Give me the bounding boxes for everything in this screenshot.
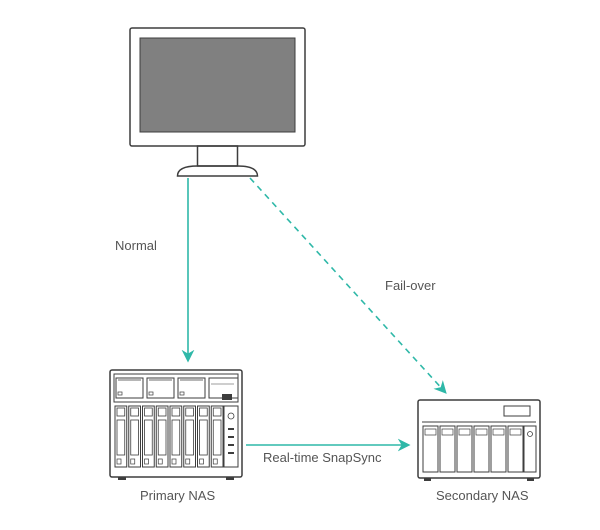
normal-arrow-label: Normal xyxy=(115,238,157,253)
primary-nas-label: Primary NAS xyxy=(140,488,215,503)
secondary-nas-label: Secondary NAS xyxy=(436,488,529,503)
computer-monitor xyxy=(130,28,305,176)
failover-arrow: Fail-over xyxy=(250,178,445,392)
primary-nas: Primary NAS xyxy=(110,370,242,503)
secondary-nas: Secondary NAS xyxy=(418,400,540,503)
snapsync-arrow-label: Real-time SnapSync xyxy=(263,450,382,465)
failover-arrow-label: Fail-over xyxy=(385,278,436,293)
normal-arrow: Normal xyxy=(115,178,188,360)
snapsync-arrow: Real-time SnapSync xyxy=(246,445,408,465)
